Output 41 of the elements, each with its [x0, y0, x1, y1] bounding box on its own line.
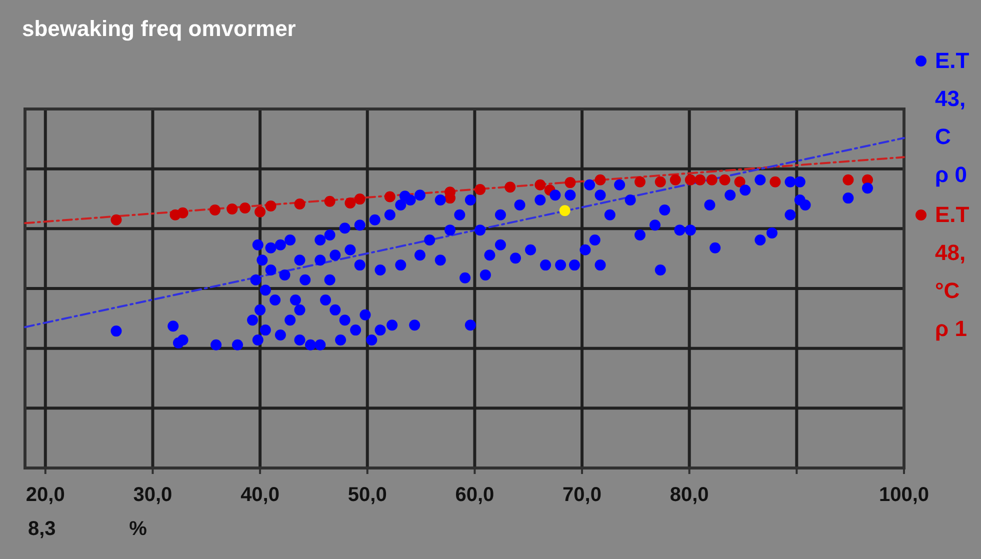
x-tick-label: 50,0	[348, 484, 387, 506]
point	[177, 207, 188, 218]
point	[110, 214, 122, 226]
point	[770, 176, 781, 188]
x-tick-label: 20,0	[26, 484, 65, 506]
point	[842, 174, 854, 186]
point	[734, 176, 746, 188]
x-tick-label: 60,0	[455, 484, 494, 506]
point	[670, 174, 681, 186]
x-tick-label: 100,0	[878, 484, 930, 506]
point	[694, 174, 706, 186]
text: 8,3	[28, 518, 56, 540]
point	[534, 179, 546, 190]
legend-label: E.T 43, C ρ 0	[935, 48, 970, 187]
point	[384, 191, 396, 202]
point	[634, 176, 646, 188]
point	[265, 200, 276, 212]
point	[344, 198, 356, 209]
x-axis-title: %	[129, 518, 148, 540]
x-tick-label: 30,0	[133, 484, 172, 506]
point	[354, 194, 366, 205]
point	[719, 174, 730, 186]
point	[504, 182, 516, 193]
point	[209, 204, 220, 216]
x-tick-label: 80,0	[670, 484, 709, 506]
point	[474, 184, 486, 195]
x-tick-label: 40,0	[240, 484, 280, 506]
point	[564, 177, 576, 188]
point	[254, 206, 266, 218]
point	[684, 174, 696, 186]
point	[240, 202, 251, 214]
legend-label: E.T 48, °C ρ 1	[935, 202, 970, 341]
point	[226, 203, 238, 214]
chart-title: sbewaking freq omvormer	[22, 16, 296, 41]
point	[559, 205, 570, 216]
point	[594, 174, 606, 186]
x-tick-label: 70,0	[562, 484, 602, 506]
point	[294, 198, 306, 210]
point	[654, 176, 666, 188]
point	[324, 196, 336, 207]
point	[706, 174, 718, 186]
